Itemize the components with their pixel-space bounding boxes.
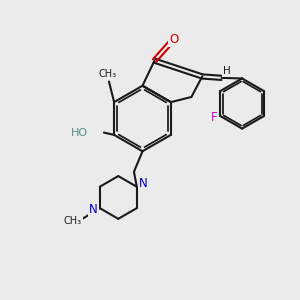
Text: N: N xyxy=(139,177,148,190)
Text: O: O xyxy=(169,33,178,46)
Text: CH₃: CH₃ xyxy=(64,216,82,226)
Text: H: H xyxy=(223,66,231,76)
Text: F: F xyxy=(211,111,217,124)
Text: HO: HO xyxy=(71,128,88,138)
Text: CH₃: CH₃ xyxy=(98,69,116,79)
Text: N: N xyxy=(89,203,98,216)
